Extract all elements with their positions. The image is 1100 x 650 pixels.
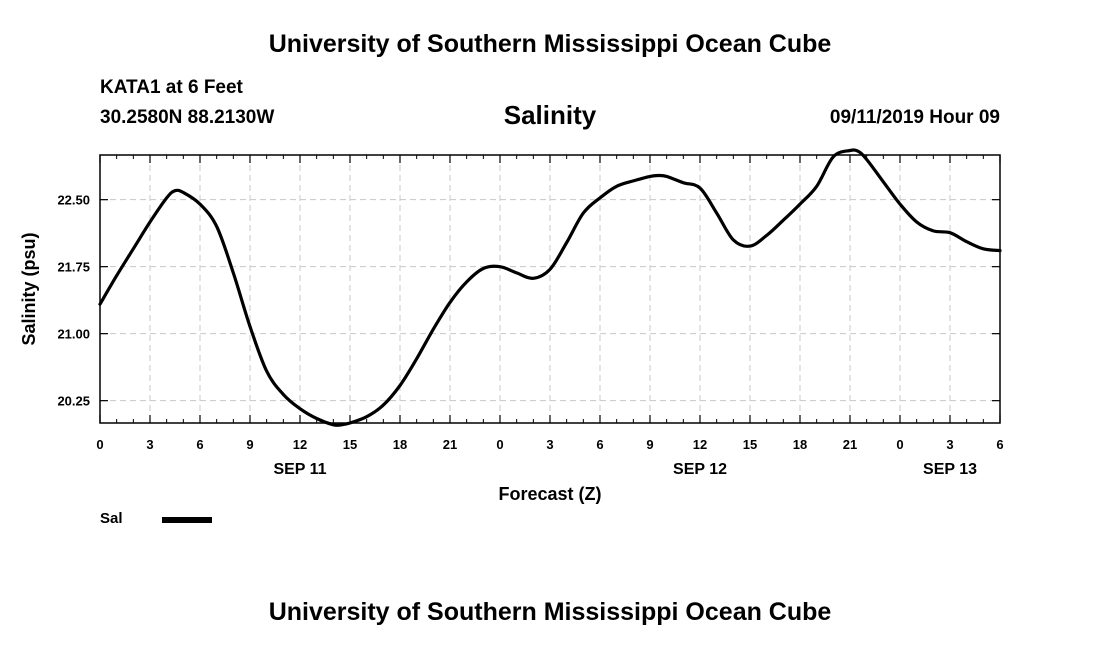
axis-ticks <box>99 155 1001 423</box>
y-tick-label: 22.50 <box>57 193 90 208</box>
date-label: SEP 11 <box>273 461 326 478</box>
x-tick-label: 0 <box>896 437 903 452</box>
x-tick-label: 3 <box>546 437 553 452</box>
series-line-sal <box>98 148 1002 427</box>
x-axis-title: Forecast (Z) <box>498 484 601 504</box>
series-layer <box>98 148 1002 427</box>
legend-label: Sal <box>100 510 123 527</box>
y-tick-label: 20.25 <box>57 394 90 409</box>
x-tick-label: 3 <box>946 437 953 452</box>
x-tick-label: 21 <box>443 437 457 452</box>
date-label: SEP 13 <box>923 461 977 478</box>
x-tick-label: 12 <box>293 437 307 452</box>
forecast-datetime: 09/11/2019 Hour 09 <box>829 107 1000 128</box>
footer-title: University of Southern Mississippi Ocean… <box>268 598 832 626</box>
page-title: University of Southern Mississippi Ocean… <box>268 30 832 58</box>
x-tick-label: 9 <box>646 437 653 452</box>
x-tick-label: 6 <box>596 437 603 452</box>
y-tick-label: 21.00 <box>57 327 90 342</box>
x-tick-label: 6 <box>996 437 1003 452</box>
x-tick-label: 18 <box>793 437 807 452</box>
x-tick-label: 9 <box>246 437 253 452</box>
x-tick-label: 0 <box>496 437 503 452</box>
station-name: KATA1 at 6 Feet <box>100 77 243 98</box>
axis-labels: 0 3 6 9 12 15 18 21 0 3 6 9 12 15 18 21 0 3 6 20.25 21.00 21.… <box>57 193 1003 478</box>
x-tick-label: 6 <box>196 437 203 452</box>
x-tick-label: 0 <box>96 437 103 452</box>
date-label: SEP 12 <box>673 461 727 478</box>
chart-title: Salinity <box>503 100 597 130</box>
grid-lines <box>100 155 1000 423</box>
station-coordinates: 30.2580N 88.2130W <box>100 107 275 128</box>
x-tick-label: 12 <box>693 437 707 452</box>
x-tick-label: 15 <box>343 437 357 452</box>
legend-swatch <box>162 517 212 523</box>
y-axis-title: Salinity (psu) <box>19 232 39 345</box>
y-tick-label: 21.75 <box>57 260 90 275</box>
x-tick-label: 15 <box>743 437 757 452</box>
x-tick-label: 3 <box>146 437 153 452</box>
x-tick-label: 21 <box>843 437 857 452</box>
x-tick-label: 18 <box>393 437 407 452</box>
